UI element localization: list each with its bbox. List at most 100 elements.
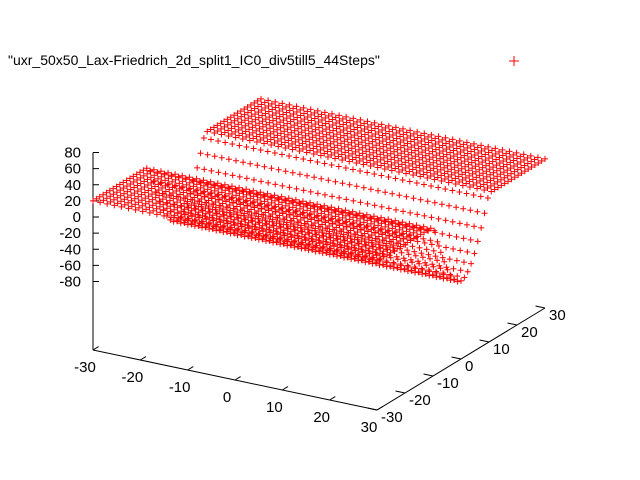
data-point — [214, 192, 221, 199]
data-point — [378, 220, 385, 227]
data-point — [236, 195, 243, 202]
data-point — [212, 206, 219, 213]
data-point — [261, 193, 268, 200]
data-point — [327, 146, 334, 153]
data-point — [130, 173, 137, 180]
data-point — [462, 174, 469, 181]
data-point — [366, 245, 373, 252]
data-point — [393, 233, 400, 240]
data-point — [342, 219, 349, 226]
data-point — [124, 194, 131, 201]
data-point — [177, 197, 184, 204]
data-point — [370, 213, 377, 220]
z-tick-label: 80 — [64, 145, 81, 162]
data-point — [212, 182, 219, 189]
data-point — [385, 205, 392, 212]
data-point — [227, 225, 234, 232]
data-point — [283, 197, 290, 204]
data-point — [477, 183, 484, 190]
data-point — [315, 217, 322, 224]
data-point — [463, 190, 470, 197]
data-point — [484, 195, 491, 202]
data-point — [363, 242, 370, 249]
data-point — [389, 220, 396, 227]
data-point — [276, 196, 282, 203]
data-point — [184, 216, 191, 223]
data-point — [406, 168, 413, 175]
data-point — [259, 222, 266, 229]
data-point — [357, 168, 364, 175]
data-point — [243, 175, 250, 182]
data-point — [174, 204, 181, 211]
data-point — [342, 154, 349, 161]
data-point — [159, 196, 166, 203]
data-point — [368, 215, 375, 222]
data-point — [398, 161, 405, 168]
data-point — [480, 181, 487, 188]
data-point — [116, 181, 123, 188]
data-point — [282, 145, 289, 152]
data-point — [275, 143, 282, 150]
data-point — [271, 192, 278, 199]
data-point — [441, 258, 448, 265]
data-point — [313, 231, 320, 238]
data-point — [117, 192, 124, 199]
data-point — [425, 251, 432, 258]
data-point — [423, 246, 430, 253]
data-point — [261, 140, 268, 147]
data-point — [279, 182, 286, 189]
data-point — [180, 183, 187, 190]
data-point — [226, 209, 233, 216]
data-point — [177, 202, 184, 209]
data-point — [187, 190, 194, 197]
data-point — [335, 163, 342, 170]
data-point — [418, 226, 424, 233]
data-point — [288, 217, 295, 224]
data-point — [149, 196, 156, 203]
data-point — [402, 241, 409, 248]
data-point — [149, 202, 156, 209]
data-point — [202, 210, 209, 217]
data-point — [453, 204, 460, 211]
data-point — [199, 207, 206, 214]
data-point — [423, 163, 430, 170]
data-point — [385, 163, 392, 170]
data-point — [124, 188, 131, 195]
data-point — [302, 220, 309, 227]
data-point — [277, 130, 284, 137]
data-point — [147, 174, 154, 181]
x-tick-mark — [329, 396, 336, 401]
data-point — [204, 128, 211, 135]
data-point — [412, 158, 419, 165]
data-point — [207, 178, 214, 185]
data-point — [292, 196, 299, 203]
data-point — [192, 205, 198, 212]
data-point — [438, 201, 445, 208]
y-tick-label: 20 — [521, 324, 538, 341]
data-point — [185, 204, 192, 211]
data-point — [172, 182, 179, 189]
data-point — [382, 189, 389, 196]
data-point — [221, 129, 228, 136]
data-point — [184, 221, 191, 228]
data-point — [414, 238, 421, 245]
data-point — [349, 150, 356, 157]
data-point — [230, 219, 237, 226]
data-point — [385, 227, 392, 234]
data-point — [313, 137, 320, 144]
y-tick-label: -30 — [381, 409, 403, 426]
data-point — [324, 154, 331, 161]
data-point — [441, 164, 448, 171]
data-point — [221, 181, 228, 188]
data-point — [236, 132, 242, 139]
data-point — [210, 124, 217, 131]
data-point — [429, 261, 436, 268]
data-point — [415, 258, 422, 265]
data-point — [266, 224, 273, 231]
data-point — [341, 254, 348, 261]
data-point — [183, 181, 190, 188]
data-point — [174, 199, 181, 206]
data-point — [127, 181, 134, 188]
data-point — [395, 157, 402, 164]
data-point — [399, 166, 406, 173]
